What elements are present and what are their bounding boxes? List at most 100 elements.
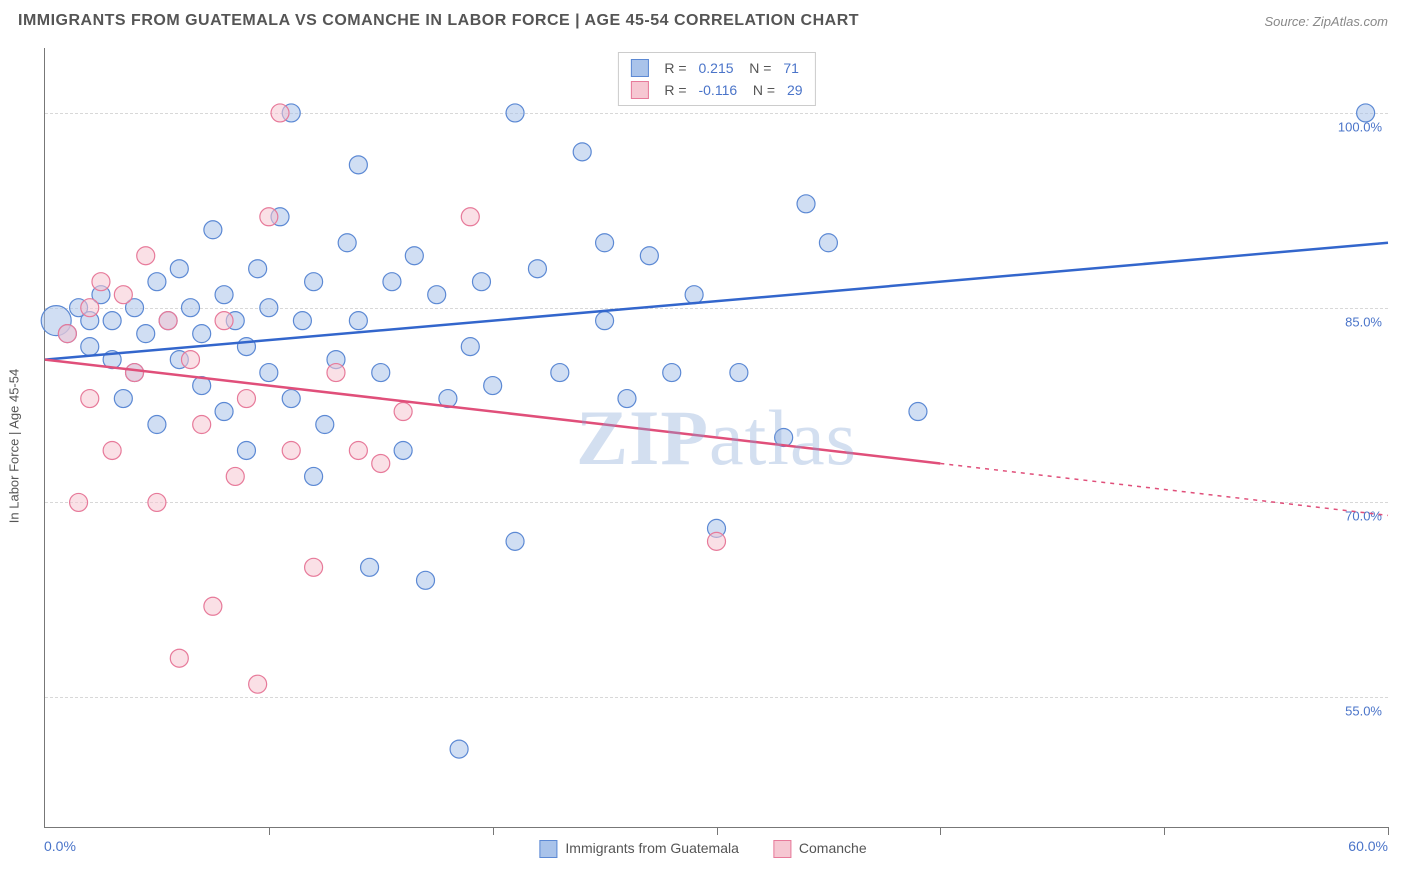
- scatter-point: [148, 273, 166, 291]
- regression-line: [45, 243, 1388, 360]
- scatter-point: [428, 286, 446, 304]
- scatter-point: [685, 286, 703, 304]
- scatter-point: [249, 260, 267, 278]
- scatter-point: [282, 441, 300, 459]
- r-value-2: -0.116: [698, 82, 737, 98]
- scatter-point: [596, 234, 614, 252]
- scatter-point: [215, 312, 233, 330]
- scatter-point: [417, 571, 435, 589]
- chart-title: IMMIGRANTS FROM GUATEMALA VS COMANCHE IN…: [18, 12, 859, 30]
- n-value-2: 29: [787, 82, 803, 98]
- scatter-point: [114, 390, 132, 408]
- scatter-svg: [45, 48, 1388, 827]
- scatter-point: [81, 299, 99, 317]
- scatter-point: [226, 467, 244, 485]
- correlation-legend: R = 0.215 N = 71 R = -0.116 N = 29: [617, 52, 815, 106]
- regression-extrapolation: [940, 463, 1388, 515]
- scatter-point: [81, 390, 99, 408]
- r-label: R =: [664, 60, 690, 76]
- scatter-point: [349, 441, 367, 459]
- scatter-point: [193, 325, 211, 343]
- scatter-point: [383, 273, 401, 291]
- scatter-point: [640, 247, 658, 265]
- scatter-point: [909, 403, 927, 421]
- scatter-point: [204, 597, 222, 615]
- scatter-point: [394, 441, 412, 459]
- scatter-point: [305, 273, 323, 291]
- scatter-point: [159, 312, 177, 330]
- r-value-1: 0.215: [698, 60, 733, 76]
- swatch-series1: [630, 59, 648, 77]
- scatter-point: [349, 156, 367, 174]
- legend-swatch: [539, 840, 557, 858]
- scatter-point: [58, 325, 76, 343]
- x-tick: [717, 827, 718, 835]
- scatter-point: [181, 351, 199, 369]
- plot-area: ZIPatlas 55.0%70.0%85.0%100.0% R = 0.215…: [44, 48, 1388, 828]
- x-tick: [940, 827, 941, 835]
- scatter-point: [92, 273, 110, 291]
- scatter-point: [103, 441, 121, 459]
- x-axis-max-label: 60.0%: [1348, 838, 1388, 854]
- scatter-point: [450, 740, 468, 758]
- scatter-point: [797, 195, 815, 213]
- n-label: N =: [745, 82, 779, 98]
- scatter-point: [237, 390, 255, 408]
- scatter-point: [405, 247, 423, 265]
- x-tick: [1388, 827, 1389, 835]
- scatter-point: [148, 416, 166, 434]
- scatter-point: [137, 325, 155, 343]
- scatter-point: [372, 454, 390, 472]
- scatter-point: [260, 299, 278, 317]
- scatter-point: [361, 558, 379, 576]
- scatter-point: [181, 299, 199, 317]
- scatter-point: [551, 364, 569, 382]
- scatter-point: [338, 234, 356, 252]
- legend-swatch: [773, 840, 791, 858]
- scatter-point: [461, 208, 479, 226]
- scatter-point: [148, 493, 166, 511]
- x-axis-min-label: 0.0%: [44, 838, 76, 854]
- scatter-point: [1357, 104, 1375, 122]
- scatter-point: [730, 364, 748, 382]
- series-legend: Immigrants from Guatemala Comanche: [539, 840, 866, 858]
- legend-item: Comanche: [773, 840, 867, 858]
- legend-label: Comanche: [799, 840, 867, 856]
- legend-row-series1: R = 0.215 N = 71: [630, 57, 802, 79]
- scatter-point: [819, 234, 837, 252]
- r-label: R =: [664, 82, 690, 98]
- scatter-point: [349, 312, 367, 330]
- scatter-point: [170, 260, 188, 278]
- x-tick: [269, 827, 270, 835]
- scatter-point: [204, 221, 222, 239]
- chart-container: IMMIGRANTS FROM GUATEMALA VS COMANCHE IN…: [0, 0, 1406, 892]
- scatter-point: [271, 104, 289, 122]
- x-tick: [493, 827, 494, 835]
- scatter-point: [81, 338, 99, 356]
- scatter-point: [506, 532, 524, 550]
- scatter-point: [708, 532, 726, 550]
- scatter-point: [126, 364, 144, 382]
- scatter-point: [506, 104, 524, 122]
- scatter-point: [316, 416, 334, 434]
- scatter-point: [472, 273, 490, 291]
- scatter-point: [528, 260, 546, 278]
- scatter-point: [663, 364, 681, 382]
- scatter-point: [249, 675, 267, 693]
- legend-row-series2: R = -0.116 N = 29: [630, 79, 802, 101]
- scatter-point: [305, 467, 323, 485]
- scatter-point: [372, 364, 390, 382]
- scatter-point: [237, 441, 255, 459]
- scatter-point: [293, 312, 311, 330]
- scatter-point: [215, 286, 233, 304]
- scatter-point: [170, 649, 188, 667]
- scatter-point: [193, 416, 211, 434]
- scatter-point: [305, 558, 323, 576]
- scatter-point: [573, 143, 591, 161]
- n-value-1: 71: [783, 60, 799, 76]
- legend-item: Immigrants from Guatemala: [539, 840, 739, 858]
- scatter-point: [103, 312, 121, 330]
- swatch-series2: [630, 81, 648, 99]
- scatter-point: [260, 364, 278, 382]
- scatter-point: [70, 493, 88, 511]
